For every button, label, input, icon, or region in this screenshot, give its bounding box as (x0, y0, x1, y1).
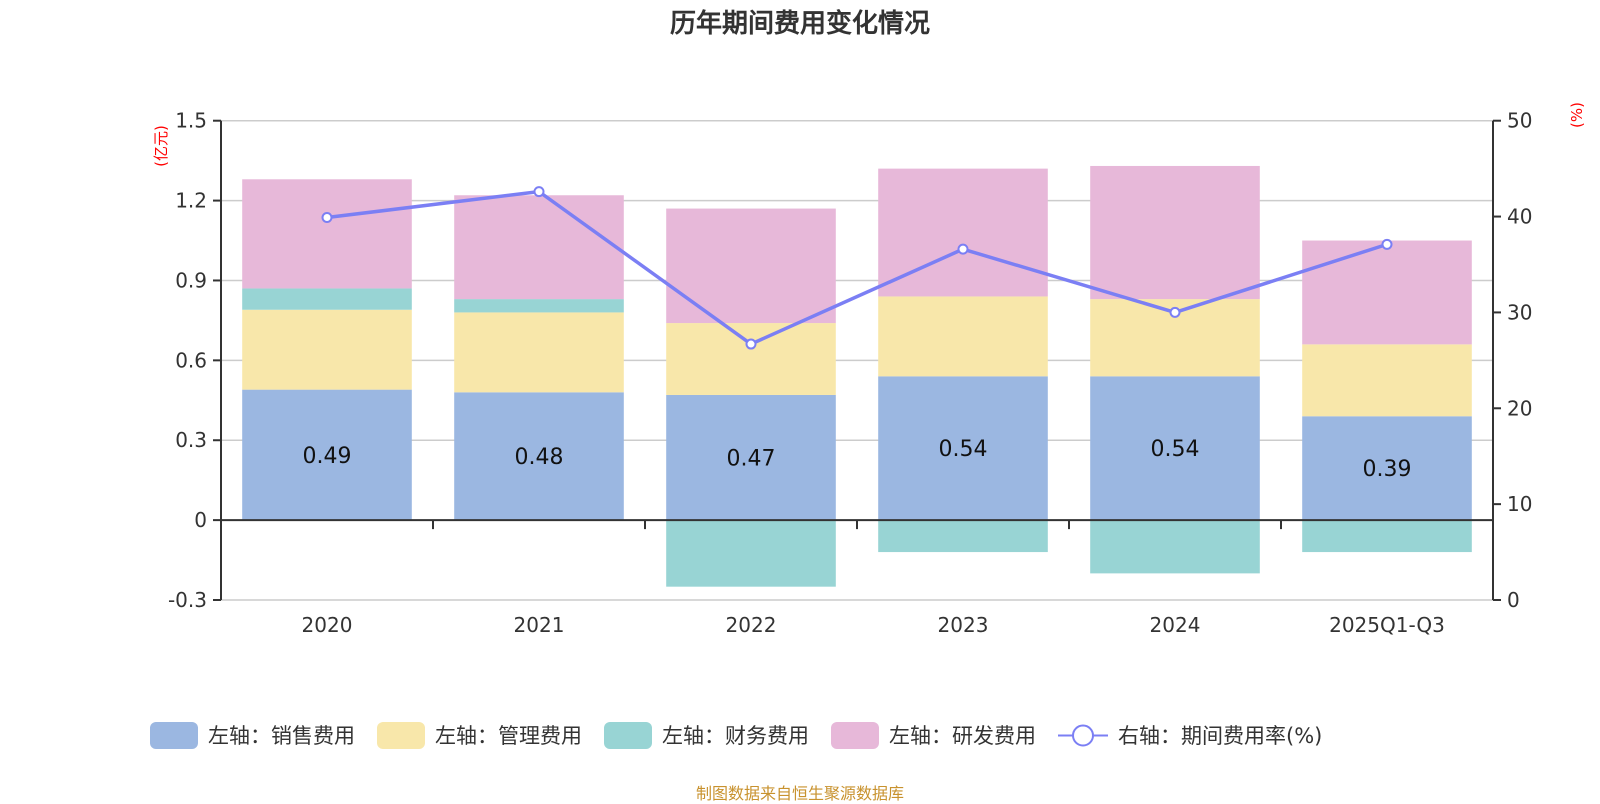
legend-swatch-sales (150, 721, 198, 749)
expense-ratio-point[interactable] (745, 338, 757, 350)
right-axis-tick-label: 30 (1507, 300, 1532, 324)
expense-ratio-point[interactable] (1169, 306, 1181, 318)
expense-ratio-point[interactable] (957, 243, 969, 255)
axes: -0.3 0 0.3 0.6 0.9 1.2 1.5 0 10 20 30 40 50 2020 2021 2… (168, 109, 1532, 637)
legend-swatch-rnd (831, 721, 879, 749)
expense-ratio-point[interactable] (533, 186, 545, 198)
bar-segment[interactable] (1302, 416, 1472, 521)
bar-value-label: 0.39 (1363, 457, 1412, 482)
bar-segment[interactable] (454, 312, 624, 393)
left-axis-tick-label: 0.6 (175, 348, 207, 372)
bar-segment[interactable] (1302, 240, 1472, 345)
legend-label-admin: 左轴：管理费用 (435, 724, 582, 748)
left-axis-tick-label: 1.5 (175, 109, 207, 133)
bar-segment[interactable] (1090, 376, 1260, 521)
legend-item-rnd[interactable]: 左轴：研发费用 (831, 720, 1036, 750)
bar-segment[interactable] (1090, 165, 1260, 300)
bar-segment[interactable] (666, 394, 836, 521)
bar-segment[interactable] (454, 299, 624, 313)
bar-segment[interactable] (242, 389, 412, 521)
right-axis-tick-label: 20 (1507, 396, 1532, 420)
bar-value-label: 0.48 (515, 445, 564, 470)
right-axis-tick-label: 0 (1507, 588, 1520, 612)
legend-item-expense-ratio[interactable]: 右轴：期间费用率(%) (1058, 720, 1322, 750)
bar-segment[interactable] (242, 309, 412, 390)
data-source-note: 制图数据来自恒生聚源数据库 (695, 784, 904, 803)
right-axis-unit-label: (%) (1568, 102, 1586, 128)
legend-item-admin[interactable]: 左轴：管理费用 (377, 720, 582, 750)
expense-ratio-point[interactable] (321, 212, 333, 224)
bar-segment[interactable] (454, 195, 624, 300)
left-axis-tick-label: 0.9 (175, 268, 207, 292)
left-axis-tick-label: 0 (194, 508, 207, 532)
bar-segment[interactable] (1302, 344, 1472, 417)
bar-segment[interactable] (1302, 520, 1472, 553)
left-axis-tick-label: 1.2 (175, 189, 207, 213)
bar-segment[interactable] (242, 288, 412, 310)
line-series (321, 186, 1393, 350)
bar-segment[interactable] (878, 376, 1048, 521)
right-axis-tick-label: 50 (1507, 109, 1532, 133)
expense-ratio-line (326, 189, 1388, 346)
data-labels: 0.49 0.48 0.47 0.54 0.54 0.39 (303, 437, 1412, 482)
bar-segment[interactable] (242, 179, 412, 289)
x-axis-category-label: 2023 (938, 613, 989, 637)
legend-line-circle-icon (1058, 724, 1108, 746)
x-axis-category-label: 2020 (302, 613, 353, 637)
x-axis-category-label: 2022 (726, 613, 777, 637)
bar-value-label: 0.54 (1151, 437, 1200, 462)
bar-segment[interactable] (878, 520, 1048, 553)
legend: 左轴：销售费用 左轴：管理费用 左轴：财务费用 左轴：研发费用 右轴：期间费用率… (150, 720, 1344, 750)
x-axis-category-label: 2024 (1150, 613, 1201, 637)
legend-label-expense-ratio: 右轴：期间费用率(%) (1118, 724, 1323, 748)
x-axis-category-label: 2025Q1-Q3 (1329, 613, 1445, 637)
legend-item-finance[interactable]: 左轴：财务费用 (604, 720, 809, 750)
legend-label-rnd: 左轴：研发费用 (889, 724, 1036, 748)
bar-segment[interactable] (666, 323, 836, 395)
expense-ratio-point[interactable] (1381, 238, 1393, 250)
bar-segment[interactable] (878, 296, 1048, 377)
bar-segment[interactable] (454, 392, 624, 521)
left-axis-tick-label: 0.3 (175, 428, 207, 452)
bar-value-label: 0.47 (727, 447, 776, 472)
legend-swatch-admin (377, 721, 425, 749)
bar-segment[interactable] (666, 208, 836, 324)
legend-item-sales[interactable]: 左轴：销售费用 (150, 720, 355, 750)
left-axis-unit-label: (亿元) (152, 125, 170, 167)
right-axis-tick-label: 10 (1507, 492, 1532, 516)
right-axis-tick-label: 40 (1507, 205, 1532, 229)
bar-segment[interactable] (666, 520, 836, 587)
bar-value-label: 0.49 (303, 444, 352, 469)
left-axis-tick-label: -0.3 (168, 588, 207, 612)
legend-label-finance: 左轴：财务费用 (662, 724, 809, 748)
legend-swatch-finance (604, 721, 652, 749)
bar-value-label: 0.54 (939, 437, 988, 462)
bar-series (242, 165, 1472, 587)
chart-title: 历年期间费用变化情况 (670, 8, 930, 39)
legend-label-sales: 左轴：销售费用 (208, 724, 355, 748)
bar-segment[interactable] (1090, 520, 1260, 574)
x-axis-category-label: 2021 (514, 613, 565, 637)
gridlines (221, 119, 1493, 601)
